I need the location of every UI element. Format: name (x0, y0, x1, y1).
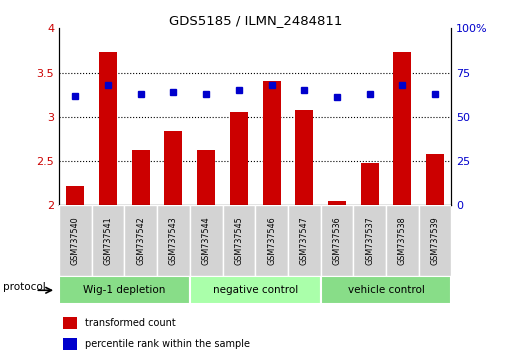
Bar (393, 52, 411, 205)
Bar (157, 205, 190, 276)
Bar (255, 205, 288, 276)
Bar (59, 205, 92, 276)
Bar (165, 131, 183, 205)
Text: GSM737543: GSM737543 (169, 216, 178, 265)
Bar (361, 163, 379, 205)
Text: Wig-1 depletion: Wig-1 depletion (83, 285, 166, 295)
Text: GSM737536: GSM737536 (332, 216, 342, 265)
Bar (230, 113, 248, 205)
Bar (124, 205, 157, 276)
Bar (190, 205, 223, 276)
Text: GSM737537: GSM737537 (365, 216, 374, 265)
Bar (190, 276, 321, 304)
Text: percentile rank within the sample: percentile rank within the sample (85, 339, 249, 349)
Bar (63, 338, 76, 350)
Bar (59, 276, 190, 304)
Bar (132, 150, 150, 205)
Text: GSM737538: GSM737538 (398, 216, 407, 265)
Bar (426, 154, 444, 205)
Bar (63, 316, 76, 329)
Bar (197, 150, 215, 205)
Text: negative control: negative control (212, 285, 298, 295)
Text: transformed count: transformed count (85, 318, 175, 327)
Text: GSM737541: GSM737541 (104, 216, 112, 265)
Text: vehicle control: vehicle control (348, 285, 424, 295)
Bar (288, 205, 321, 276)
Text: GSM737540: GSM737540 (71, 216, 80, 265)
Bar (223, 205, 255, 276)
Bar (419, 205, 451, 276)
Text: GSM737546: GSM737546 (267, 216, 276, 265)
Title: GDS5185 / ILMN_2484811: GDS5185 / ILMN_2484811 (169, 14, 342, 27)
Text: GSM737539: GSM737539 (430, 216, 440, 265)
Bar (321, 205, 353, 276)
Bar (328, 201, 346, 205)
Bar (263, 81, 281, 205)
Bar (353, 205, 386, 276)
Bar (92, 205, 125, 276)
Text: GSM737544: GSM737544 (202, 216, 211, 265)
Text: GSM737545: GSM737545 (234, 216, 243, 265)
Text: GSM737547: GSM737547 (300, 216, 309, 265)
Bar (386, 205, 419, 276)
Text: GSM737542: GSM737542 (136, 216, 145, 265)
Bar (321, 276, 451, 304)
Bar (99, 52, 117, 205)
Bar (66, 186, 84, 205)
Bar (295, 110, 313, 205)
Text: protocol: protocol (3, 282, 46, 292)
